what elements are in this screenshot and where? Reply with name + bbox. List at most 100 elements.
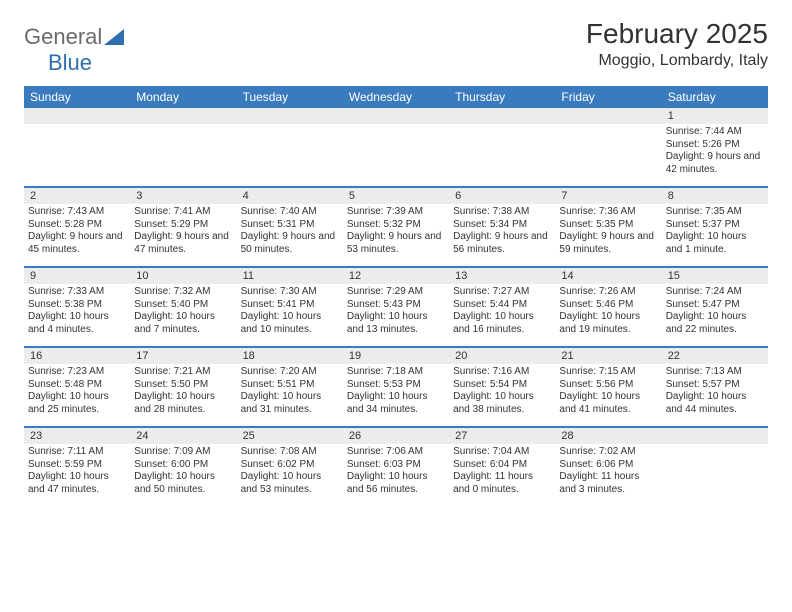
day-cell: . (449, 108, 555, 186)
title-block: February 2025 Moggio, Lombardy, Italy (586, 18, 768, 70)
day-cell: 3Sunrise: 7:41 AMSunset: 5:29 PMDaylight… (130, 188, 236, 266)
sunset-text: Sunset: 6:03 PM (347, 459, 445, 472)
daylight-text: Daylight: 10 hours and 10 minutes. (241, 311, 339, 336)
sunrise-text: Sunrise: 7:35 AM (666, 206, 764, 219)
day-number: 10 (130, 268, 236, 284)
day-cell: 15Sunrise: 7:24 AMSunset: 5:47 PMDayligh… (662, 268, 768, 346)
sunrise-text: Sunrise: 7:18 AM (347, 366, 445, 379)
sunset-text: Sunset: 6:00 PM (134, 459, 232, 472)
day-number: 9 (24, 268, 130, 284)
weekday-header-row: SundayMondayTuesdayWednesdayThursdayFrid… (24, 86, 768, 108)
day-number: 6 (449, 188, 555, 204)
day-cell: 16Sunrise: 7:23 AMSunset: 5:48 PMDayligh… (24, 348, 130, 426)
sunset-text: Sunset: 5:31 PM (241, 219, 339, 232)
sunrise-text: Sunrise: 7:11 AM (28, 446, 126, 459)
week-row: 9Sunrise: 7:33 AMSunset: 5:38 PMDaylight… (24, 268, 768, 348)
day-number: 18 (237, 348, 343, 364)
sunrise-text: Sunrise: 7:13 AM (666, 366, 764, 379)
sunrise-text: Sunrise: 7:08 AM (241, 446, 339, 459)
daylight-text: Daylight: 10 hours and 4 minutes. (28, 311, 126, 336)
day-cell: 18 Sunrise: 7:20 AMSunset: 5:51 PMDayligh… (237, 348, 343, 426)
sunset-text: Sunset: 6:02 PM (241, 459, 339, 472)
sunrise-text: Sunrise: 7:26 AM (559, 286, 657, 299)
day-number: 12 (343, 268, 449, 284)
day-cell: . (555, 108, 661, 186)
daylight-text: Daylight: 9 hours and 45 minutes. (28, 231, 126, 256)
daylight-text: Daylight: 10 hours and 34 minutes. (347, 391, 445, 416)
day-cell: 6Sunrise: 7:38 AMSunset: 5:34 PMDaylight… (449, 188, 555, 266)
daylight-text: Daylight: 10 hours and 25 minutes. (28, 391, 126, 416)
day-number: 7 (555, 188, 661, 204)
sunrise-text: Sunrise: 7:27 AM (453, 286, 551, 299)
day-cell: 27Sunrise: 7:04 AMSunset: 6:04 PMDayligh… (449, 428, 555, 506)
day-cell: 13Sunrise: 7:27 AMSunset: 5:44 PMDayligh… (449, 268, 555, 346)
daylight-text: Daylight: 10 hours and 41 minutes. (559, 391, 657, 416)
day-number: 27 (449, 428, 555, 444)
sunrise-text: Sunrise: 7:16 AM (453, 366, 551, 379)
sunset-text: Sunset: 5:41 PM (241, 299, 339, 312)
daylight-text: Daylight: 9 hours and 50 minutes. (241, 231, 339, 256)
daylight-text: Daylight: 10 hours and 53 minutes. (241, 471, 339, 496)
sunrise-text: Sunrise: 7:06 AM (347, 446, 445, 459)
sunrise-text: Sunrise: 7:41 AM (134, 206, 232, 219)
daylight-text: Daylight: 11 hours and 3 minutes. (559, 471, 657, 496)
day-number: 20 (449, 348, 555, 364)
sunset-text: Sunset: 5:51 PM (241, 379, 339, 392)
sunrise-text: Sunrise: 7:32 AM (134, 286, 232, 299)
sunset-text: Sunset: 5:32 PM (347, 219, 445, 232)
daylight-text: Daylight: 9 hours and 53 minutes. (347, 231, 445, 256)
logo-text-1: General (24, 24, 102, 50)
weekday-header: Tuesday (237, 86, 343, 108)
daylight-text: Daylight: 11 hours and 0 minutes. (453, 471, 551, 496)
sunset-text: Sunset: 5:44 PM (453, 299, 551, 312)
sunset-text: Sunset: 5:59 PM (28, 459, 126, 472)
day-number: 3 (130, 188, 236, 204)
calendar-page: General February 2025 Moggio, Lombardy, … (0, 0, 792, 506)
sunset-text: Sunset: 5:46 PM (559, 299, 657, 312)
day-number: 8 (662, 188, 768, 204)
day-cell: 9Sunrise: 7:33 AMSunset: 5:38 PMDaylight… (24, 268, 130, 346)
day-cell: 14Sunrise: 7:26 AMSunset: 5:46 PMDayligh… (555, 268, 661, 346)
sunset-text: Sunset: 5:34 PM (453, 219, 551, 232)
sunset-text: Sunset: 5:43 PM (347, 299, 445, 312)
day-number: 28 (555, 428, 661, 444)
sunrise-text: Sunrise: 7:04 AM (453, 446, 551, 459)
day-cell: 17Sunrise: 7:21 AMSunset: 5:50 PMDayligh… (130, 348, 236, 426)
sunrise-text: Sunrise: 7:09 AM (134, 446, 232, 459)
sunrise-text: Sunrise: 7:15 AM (559, 366, 657, 379)
week-row: 16Sunrise: 7:23 AMSunset: 5:48 PMDayligh… (24, 348, 768, 428)
logo-triangle-icon (104, 29, 124, 45)
sunset-text: Sunset: 5:35 PM (559, 219, 657, 232)
month-title: February 2025 (586, 18, 768, 50)
day-number: 25 (237, 428, 343, 444)
day-number: 5 (343, 188, 449, 204)
day-cell: 11Sunrise: 7:30 AMSunset: 5:41 PMDayligh… (237, 268, 343, 346)
day-number: 22 (662, 348, 768, 364)
day-number: 11 (237, 268, 343, 284)
logo: General (24, 18, 124, 50)
sunrise-text: Sunrise: 7:20 AM (241, 366, 339, 379)
daylight-text: Daylight: 9 hours and 47 minutes. (134, 231, 232, 256)
sunrise-text: Sunrise: 7:38 AM (453, 206, 551, 219)
daylight-text: Daylight: 10 hours and 44 minutes. (666, 391, 764, 416)
day-cell: 24Sunrise: 7:09 AMSunset: 6:00 PMDayligh… (130, 428, 236, 506)
daylight-text: Daylight: 10 hours and 50 minutes. (134, 471, 232, 496)
day-cell: 7Sunrise: 7:36 AMSunset: 5:35 PMDaylight… (555, 188, 661, 266)
day-cell: 26Sunrise: 7:06 AMSunset: 6:03 PMDayligh… (343, 428, 449, 506)
day-cell: . (343, 108, 449, 186)
sunset-text: Sunset: 5:26 PM (666, 139, 764, 152)
week-row: 23Sunrise: 7:11 AMSunset: 5:59 PMDayligh… (24, 428, 768, 506)
day-cell: 25 Sunrise: 7:08 AMSunset: 6:02 PMDayligh… (237, 428, 343, 506)
day-number: 26 (343, 428, 449, 444)
sunset-text: Sunset: 6:06 PM (559, 459, 657, 472)
day-cell: 2Sunrise: 7:43 AMSunset: 5:28 PMDaylight… (24, 188, 130, 266)
day-cell: 21Sunrise: 7:15 AMSunset: 5:56 PMDayligh… (555, 348, 661, 426)
sunrise-text: Sunrise: 7:21 AM (134, 366, 232, 379)
sunset-text: Sunset: 5:54 PM (453, 379, 551, 392)
day-cell: 4Sunrise: 7:40 AMSunset: 5:31 PMDaylight… (237, 188, 343, 266)
daylight-text: Daylight: 10 hours and 19 minutes. (559, 311, 657, 336)
daylight-text: Daylight: 10 hours and 31 minutes. (241, 391, 339, 416)
day-number: 19 (343, 348, 449, 364)
weekday-header: Monday (130, 86, 236, 108)
sunset-text: Sunset: 5:28 PM (28, 219, 126, 232)
